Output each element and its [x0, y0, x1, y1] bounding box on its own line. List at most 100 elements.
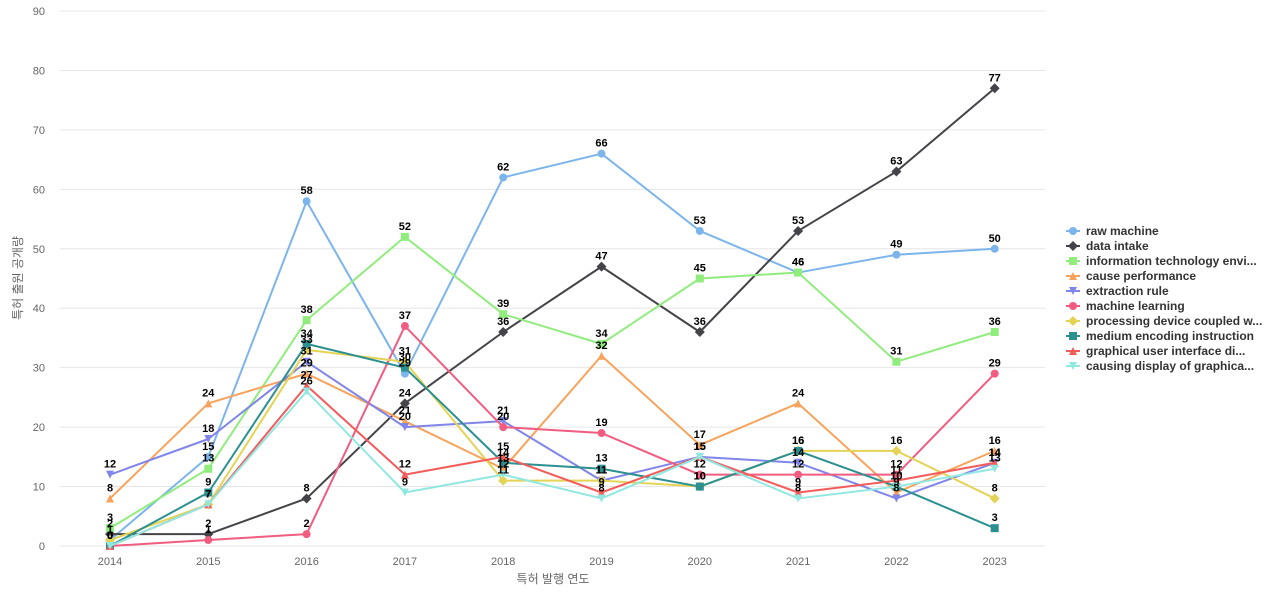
- data-point[interactable]: [794, 268, 803, 277]
- data-point[interactable]: [302, 339, 311, 348]
- legend-item[interactable]: data intake: [1066, 239, 1149, 253]
- series-line[interactable]: [109, 152, 995, 541]
- series-line[interactable]: [109, 235, 995, 530]
- data-point[interactable]: [204, 464, 213, 473]
- data-point[interactable]: [597, 429, 606, 438]
- data-point[interactable]: [203, 529, 214, 540]
- data-point[interactable]: [892, 494, 901, 503]
- data-point[interactable]: [499, 470, 508, 479]
- data-point[interactable]: [990, 244, 999, 253]
- data-point[interactable]: [794, 494, 803, 503]
- data-point[interactable]: [499, 458, 508, 467]
- data-point[interactable]: [400, 488, 409, 497]
- data-point[interactable]: [399, 398, 410, 409]
- series-line[interactable]: [109, 342, 996, 547]
- data-point[interactable]: [400, 232, 409, 241]
- data-point[interactable]: [400, 322, 409, 331]
- data-point[interactable]: [597, 494, 606, 503]
- data-point[interactable]: [891, 166, 902, 177]
- x-tick-label: 2018: [491, 556, 515, 568]
- data-point[interactable]: [891, 445, 902, 456]
- legend-item[interactable]: medium encoding instruction: [1066, 329, 1254, 343]
- legend-item[interactable]: information technology envi...: [1066, 254, 1257, 268]
- data-point[interactable]: [400, 470, 409, 479]
- data-point[interactable]: [499, 452, 508, 461]
- data-point[interactable]: [990, 524, 999, 533]
- legend-item[interactable]: processing device coupled w...: [1066, 314, 1262, 328]
- data-point[interactable]: [695, 470, 704, 479]
- data-point[interactable]: [106, 524, 114, 533]
- data-point[interactable]: [695, 452, 704, 461]
- series-line[interactable]: [109, 354, 996, 500]
- data-point[interactable]: [990, 464, 999, 473]
- data-point[interactable]: [794, 399, 803, 408]
- data-point[interactable]: [400, 363, 409, 372]
- y-tick-label: 0: [39, 541, 45, 553]
- data-point[interactable]: [596, 261, 607, 272]
- data-point[interactable]: [695, 274, 704, 283]
- data-point[interactable]: [892, 357, 901, 366]
- data-point[interactable]: [596, 475, 607, 486]
- data-point[interactable]: [694, 327, 705, 337]
- data-point[interactable]: [990, 369, 999, 378]
- data-point[interactable]: [695, 226, 704, 235]
- data-point[interactable]: [400, 423, 409, 432]
- data-point[interactable]: [302, 530, 311, 539]
- legend-item[interactable]: cause performance: [1066, 269, 1196, 283]
- data-label: 11: [891, 465, 903, 477]
- data-point[interactable]: [695, 440, 704, 449]
- data-point[interactable]: [204, 500, 213, 509]
- y-tick-label: 40: [33, 303, 45, 315]
- data-point[interactable]: [990, 328, 999, 336]
- data-point[interactable]: [499, 173, 508, 182]
- series-line[interactable]: [109, 348, 996, 541]
- data-point[interactable]: [204, 452, 213, 461]
- data-point[interactable]: [498, 327, 509, 337]
- data-point[interactable]: [301, 493, 312, 504]
- data-point[interactable]: [204, 399, 213, 408]
- data-point[interactable]: [990, 446, 999, 455]
- legend-marker: [1068, 241, 1078, 251]
- data-point[interactable]: [793, 225, 804, 236]
- series-line[interactable]: [109, 390, 995, 547]
- legend-item[interactable]: machine learning: [1066, 299, 1185, 313]
- data-point[interactable]: [204, 488, 213, 497]
- data-point[interactable]: [302, 316, 311, 325]
- legend-item[interactable]: raw machine: [1066, 224, 1159, 238]
- data-point[interactable]: [989, 493, 1000, 504]
- data-point[interactable]: [302, 357, 311, 366]
- data-point[interactable]: [695, 482, 704, 491]
- data-point[interactable]: [204, 536, 213, 545]
- data-point[interactable]: [597, 149, 606, 158]
- series-line[interactable]: [109, 325, 996, 547]
- data-label: 47: [595, 251, 607, 263]
- data-point[interactable]: [794, 458, 803, 467]
- legend-item[interactable]: graphical user interface di...: [1066, 344, 1245, 358]
- data-point[interactable]: [499, 417, 508, 426]
- data-point[interactable]: [597, 464, 606, 473]
- data-point[interactable]: [204, 435, 213, 443]
- data-point[interactable]: [597, 339, 606, 348]
- series-line[interactable]: [110, 87, 996, 536]
- series-line[interactable]: [109, 360, 996, 500]
- legend-item[interactable]: extraction rule: [1066, 284, 1169, 298]
- data-point[interactable]: [892, 482, 901, 491]
- data-point[interactable]: [106, 494, 114, 503]
- series-line[interactable]: [109, 384, 995, 547]
- data-point[interactable]: [106, 470, 114, 479]
- data-point[interactable]: [892, 470, 901, 479]
- data-point[interactable]: [499, 310, 508, 319]
- data-point[interactable]: [302, 197, 311, 206]
- data-point[interactable]: [794, 446, 803, 455]
- data-point[interactable]: [597, 351, 606, 360]
- data-point[interactable]: [989, 83, 1000, 94]
- data-point[interactable]: [302, 369, 311, 378]
- data-point[interactable]: [794, 470, 803, 479]
- data-point[interactable]: [892, 250, 901, 259]
- data-point[interactable]: [106, 542, 114, 550]
- data-point[interactable]: [499, 423, 508, 432]
- legend-item[interactable]: causing display of graphica...: [1066, 359, 1254, 373]
- data-point[interactable]: [302, 387, 311, 396]
- data-point[interactable]: [498, 475, 509, 486]
